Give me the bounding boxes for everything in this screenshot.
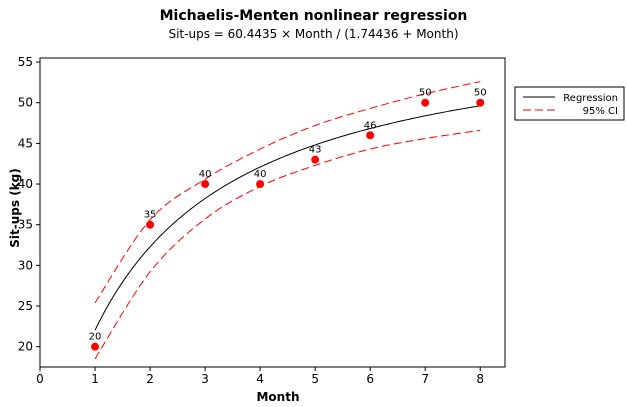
y-tick-label: 25 bbox=[18, 299, 33, 313]
x-tick-label: 6 bbox=[366, 372, 374, 386]
y-tick-label: 20 bbox=[18, 340, 33, 354]
x-axis-label: Month bbox=[256, 390, 299, 404]
y-tick-label: 40 bbox=[18, 177, 33, 191]
data-point-label: 35 bbox=[144, 210, 157, 221]
data-point bbox=[146, 220, 155, 229]
y-tick-label: 55 bbox=[18, 55, 33, 69]
x-tick-label: 7 bbox=[421, 372, 429, 386]
data-point bbox=[476, 98, 485, 107]
data-point bbox=[421, 98, 430, 107]
y-axis-label: Sit-ups (kg) bbox=[8, 168, 22, 247]
x-tick-label: 3 bbox=[201, 372, 209, 386]
y-tick-label: 35 bbox=[18, 218, 33, 232]
data-point-label: 40 bbox=[254, 169, 267, 180]
legend: Regression 95% CI bbox=[514, 86, 625, 121]
data-point bbox=[256, 180, 265, 189]
x-tick-label: 8 bbox=[476, 372, 484, 386]
legend-ci-label: 95% CI bbox=[583, 106, 618, 117]
data-point-label: 20 bbox=[89, 332, 102, 343]
y-tick-label: 30 bbox=[18, 258, 33, 272]
data-point bbox=[366, 131, 375, 140]
x-tick-label: 4 bbox=[256, 372, 264, 386]
legend-box bbox=[514, 86, 625, 121]
chart-title: Michaelis-Menten nonlinear regression bbox=[159, 8, 468, 24]
data-point-label: 50 bbox=[419, 88, 432, 99]
data-point-label: 50 bbox=[474, 88, 487, 99]
data-point bbox=[311, 155, 320, 164]
x-tick-label: 1 bbox=[91, 372, 99, 386]
data-point-label: 46 bbox=[364, 120, 377, 131]
x-tick-label: 0 bbox=[36, 372, 44, 386]
ci-upper-line bbox=[94, 81, 481, 304]
x-tick-label: 5 bbox=[311, 372, 319, 386]
y-tick-label: 45 bbox=[18, 136, 33, 150]
y-tick-label: 50 bbox=[18, 96, 33, 110]
legend-regression-label: Regression bbox=[563, 93, 618, 104]
plot-frame bbox=[39, 57, 506, 368]
chart-subtitle: Sit-ups = 60.4435 × Month / (1.74436 + M… bbox=[168, 27, 459, 41]
x-tick-label: 2 bbox=[146, 372, 154, 386]
ci-lower-line bbox=[94, 129, 481, 360]
data-point-label: 40 bbox=[199, 169, 212, 180]
data-point bbox=[91, 342, 100, 351]
regression-line bbox=[94, 105, 481, 331]
data-point-label: 43 bbox=[309, 145, 322, 156]
data-point bbox=[201, 180, 210, 189]
